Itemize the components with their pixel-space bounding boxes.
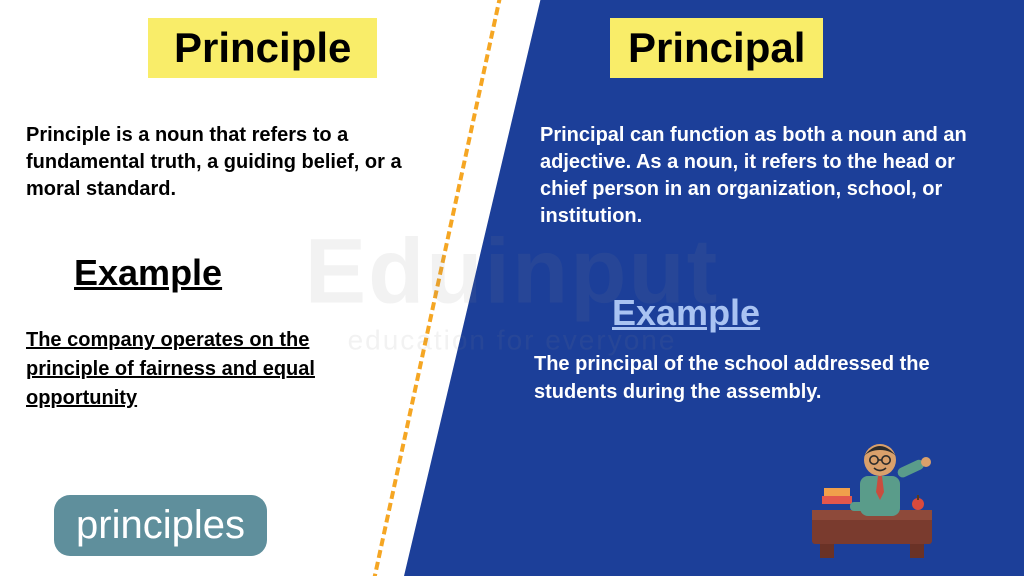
right-example-heading: Example — [612, 292, 760, 334]
right-title: Principal — [610, 18, 823, 78]
left-title: Principle — [148, 18, 377, 78]
infographic-stage: Eduinput education for everyone Principl… — [0, 0, 1024, 576]
right-definition: Principal can function as both a noun an… — [540, 122, 990, 230]
left-example-text: The company operates on the principle of… — [26, 326, 376, 413]
left-example-heading: Example — [74, 252, 222, 294]
left-definition: Principle is a noun that refers to a fun… — [26, 122, 416, 203]
right-example-text: The principal of the school addressed th… — [534, 350, 984, 406]
principles-badge: principles — [54, 495, 267, 556]
principal-at-desk-icon — [802, 430, 952, 560]
